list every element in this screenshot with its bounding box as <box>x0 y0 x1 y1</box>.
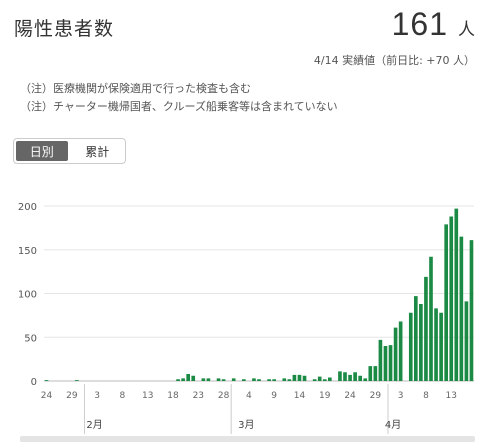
bar <box>464 301 469 381</box>
y-tick-label: 50 <box>24 333 37 344</box>
x-tick-label: 13 <box>446 391 457 401</box>
bar <box>408 312 413 381</box>
bar <box>439 312 443 381</box>
bar <box>459 236 464 381</box>
horizontal-scrollbar[interactable] <box>20 436 475 442</box>
bar <box>257 379 261 381</box>
bar <box>363 378 368 381</box>
current-count-unit: 人 <box>458 20 475 40</box>
bar <box>292 374 297 381</box>
bar <box>398 321 403 381</box>
bar <box>191 375 196 381</box>
bar <box>414 296 418 381</box>
month-label: 3月 <box>238 419 254 431</box>
x-tick-label: 28 <box>218 391 230 401</box>
x-tick-label: 8 <box>120 391 126 401</box>
bar <box>312 379 317 381</box>
current-count-value: 161 <box>391 6 448 42</box>
x-tick-label: 24 <box>41 391 53 401</box>
bar <box>181 378 185 381</box>
bar <box>343 372 347 381</box>
bar <box>287 379 292 381</box>
bar <box>373 366 378 381</box>
bar <box>186 374 190 381</box>
note-charter: （注）チャーター機帰国者、クルーズ船乗客等は含まれていない <box>20 100 338 113</box>
bar <box>201 378 206 381</box>
bar <box>424 276 428 381</box>
bar <box>216 378 221 381</box>
bar <box>338 371 342 381</box>
bar <box>444 224 448 381</box>
x-tick-label: 29 <box>66 391 78 401</box>
bar <box>297 374 302 381</box>
page-title: 陽性患者数 <box>14 18 115 40</box>
x-tick-label: 24 <box>344 391 356 401</box>
x-tick-label: 14 <box>294 391 306 401</box>
bar <box>282 378 287 381</box>
y-tick-label: 200 <box>18 202 37 213</box>
current-count: 161 人 <box>392 6 475 43</box>
bar <box>454 208 459 381</box>
note-medical: （注）医療機関が保険適用で行った検査も含む <box>20 82 251 95</box>
x-tick-label: 4 <box>246 391 252 401</box>
bar <box>272 379 276 381</box>
x-tick-label: 13 <box>142 391 153 401</box>
bar <box>393 327 398 381</box>
bar <box>419 304 423 381</box>
bar <box>388 345 393 381</box>
bar <box>348 374 352 381</box>
bar <box>44 380 49 381</box>
x-tick-label: 18 <box>167 391 179 401</box>
bar <box>368 366 373 381</box>
bar <box>378 339 383 381</box>
toggle-cumulative-button[interactable]: 累計 <box>85 144 110 159</box>
bar <box>221 379 226 381</box>
daily-positive-chart: 0 50 100 150 200 24 29 3 8 13 18 23 28 4 9 14 19 24 29 3 8 13… <box>18 202 474 434</box>
x-tick-label: 9 <box>271 391 277 401</box>
x-tick-label: 29 <box>370 391 382 401</box>
bar <box>434 308 438 381</box>
view-toggle: 日別 累計 <box>13 138 126 164</box>
y-tick-label: 100 <box>18 290 37 301</box>
bar <box>242 379 246 381</box>
month-label: 2月 <box>86 419 102 431</box>
bar <box>383 346 388 381</box>
bar <box>75 380 79 381</box>
bar <box>176 379 180 381</box>
bar <box>231 378 236 381</box>
y-tick-label: 0 <box>31 377 37 388</box>
x-tick-label: 3 <box>398 391 404 401</box>
bar <box>429 256 433 381</box>
bar <box>206 378 211 381</box>
bar <box>358 375 362 381</box>
x-tick-label: 8 <box>423 391 429 401</box>
toggle-daily-button[interactable]: 日別 <box>16 141 68 161</box>
x-tick-label: 23 <box>193 391 204 401</box>
bar <box>449 216 454 381</box>
bar <box>317 376 322 381</box>
x-tick-label: 3 <box>94 391 100 401</box>
bar <box>469 240 474 381</box>
date-note: 4/14 実績値（前日比: +70 人） <box>313 54 475 67</box>
month-label: 4月 <box>385 419 401 431</box>
y-tick-label: 150 <box>18 246 37 257</box>
bar <box>328 377 332 381</box>
bar <box>252 378 256 381</box>
bar <box>353 372 357 381</box>
bar <box>322 379 327 381</box>
x-tick-label: 19 <box>319 391 331 401</box>
notes: （注）医療機関が保険適用で行った検査も含む （注）チャーター機帰国者、クルーズ船… <box>20 80 338 116</box>
bar <box>267 379 271 381</box>
bar <box>302 375 307 381</box>
